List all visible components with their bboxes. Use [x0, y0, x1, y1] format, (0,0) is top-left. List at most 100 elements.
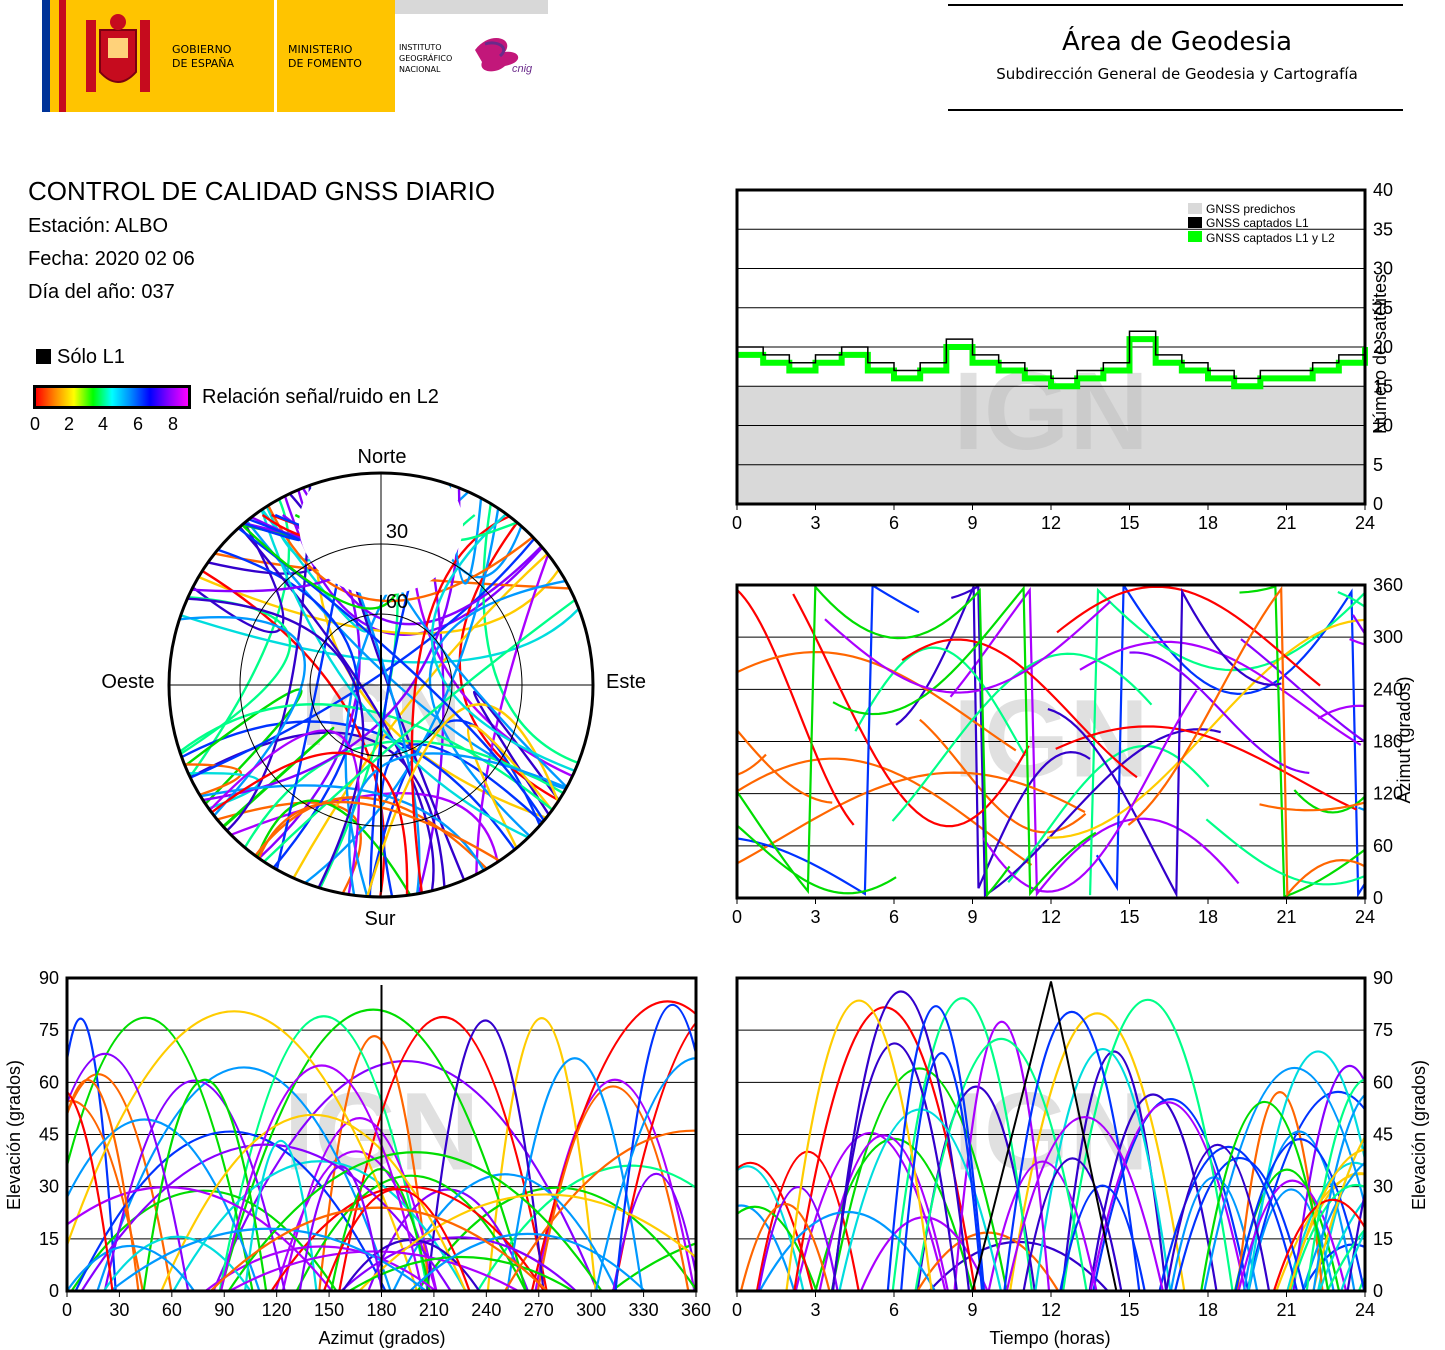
satellite-track [380, 743, 544, 897]
satellite-track [103, 1079, 286, 1291]
satellite-track [737, 823, 897, 895]
satellite-track [737, 1161, 814, 1291]
satellite-track [416, 1186, 696, 1291]
satellite-track [96, 1066, 392, 1291]
satellite-track [1047, 618, 1365, 839]
satellite-track [1272, 1198, 1365, 1291]
x-tick-label: 6 [889, 907, 899, 927]
satellite-track [358, 1193, 696, 1291]
x-tick-label: 15 [1119, 1300, 1139, 1320]
ring-label-60: 60 [386, 591, 408, 613]
snr-tick: 8 [168, 414, 179, 434]
station-name: Estación: ALBO [28, 215, 169, 237]
satellite-track [982, 689, 1198, 893]
elaz-track-group: IGN [67, 978, 696, 1291]
satellite-track [1236, 1091, 1324, 1291]
x-tick-label: 210 [419, 1300, 449, 1320]
satellite-track [737, 650, 1017, 752]
x-tick-label: 0 [732, 907, 742, 927]
y-tick-label: 5 [1373, 455, 1383, 475]
satellite-track [1158, 1146, 1298, 1291]
x-tick-label: 360 [681, 1300, 711, 1320]
satellite-track [292, 552, 549, 879]
x-tick-label: 21 [1276, 1300, 1296, 1320]
satellite-track [243, 739, 564, 849]
satellite-track [366, 703, 560, 897]
azt-ylabel: Azimut (grados) [1394, 676, 1414, 803]
satellite-track [1317, 1136, 1365, 1291]
x-tick-label: 12 [1041, 513, 1061, 533]
report-date: Fecha: 2020 02 06 [28, 248, 195, 270]
satellite-track [318, 1035, 431, 1291]
satellite-track [67, 1079, 140, 1291]
satellite-track [737, 588, 855, 826]
satellite-track [737, 753, 767, 776]
satellite-track [1007, 744, 1210, 883]
satellite-track [1312, 1093, 1365, 1291]
satellite-track [610, 1242, 696, 1291]
y-tick-label: 300 [1373, 627, 1403, 647]
y-tick-label: 75 [1373, 1020, 1393, 1040]
x-tick-label: 9 [967, 513, 977, 533]
satellite-track [1165, 1144, 1271, 1291]
satellite-track [737, 728, 833, 804]
satellite-track [785, 999, 933, 1291]
x-tick-label: 15 [1119, 907, 1139, 927]
satellite-track [210, 751, 409, 896]
y-tick-label: 360 [1373, 575, 1403, 595]
satellite-track [476, 1164, 696, 1291]
skyplot-chart: IGN Norte Sur Oeste Este 30 60 [101, 446, 646, 930]
y-tick-label: 40 [1373, 180, 1393, 200]
satellite-track [737, 757, 1033, 866]
satellite-track [340, 1236, 577, 1291]
satellite-track [219, 1008, 527, 1291]
series-predicted-area [737, 386, 1365, 504]
satellite-track [263, 598, 576, 863]
satellite-track [102, 1235, 252, 1291]
satellite-track [348, 1255, 574, 1291]
satellite-track [737, 585, 920, 896]
snr-tick: 6 [133, 414, 144, 434]
satellite-track [1242, 1130, 1356, 1291]
satellite-track [1340, 1228, 1365, 1291]
satellite-track [482, 503, 579, 765]
y-tick-label: 60 [39, 1072, 59, 1092]
report-title: CONTROL DE CALIDAD GNSS DIARIO [28, 176, 496, 206]
x-tick-label: 240 [471, 1300, 501, 1320]
satellite-track [67, 1010, 419, 1291]
satellite-track [1237, 1179, 1348, 1291]
satellite-track [67, 1244, 196, 1291]
elevation-azimuth-chart: IGN 0 30 60 90 120 150 180 210 240 270 300 330 360 0 15… [4, 968, 711, 1348]
y-tick-label: 10 [1373, 416, 1393, 436]
y-tick-label: 30 [1373, 1177, 1393, 1197]
y-tick-label: 25 [1373, 298, 1393, 318]
y-tick-label: 240 [1373, 679, 1403, 699]
y-tick-label: 60 [1373, 836, 1393, 856]
satellite-track [757, 1186, 839, 1291]
satellite-track [914, 1037, 1088, 1291]
satellite-track [1305, 1078, 1365, 1291]
satellite-track [217, 513, 301, 542]
satellite-track [504, 1129, 696, 1291]
satellite-track [202, 487, 461, 802]
x-tick-label: 0 [732, 1300, 742, 1320]
satellite-track [216, 801, 362, 895]
satellite-track [886, 1005, 986, 1291]
satellite-track [1005, 1116, 1164, 1291]
satellite-track [1047, 587, 1282, 898]
satellite-track [74, 1130, 387, 1291]
x-tick-label: 24 [1355, 513, 1375, 533]
satellite-track [612, 1173, 696, 1291]
page-header: GOBIERNO DE ESPAÑA MINISTERIO DE FOMENTO… [42, 0, 1403, 112]
satellite-track [1292, 1064, 1365, 1291]
satellite-track [67, 1090, 114, 1291]
satellite-track [1293, 789, 1365, 814]
label-north: Norte [358, 446, 407, 468]
snr-colorbar [33, 385, 191, 409]
satellite-track [1288, 1148, 1365, 1291]
satellite-track [428, 579, 566, 837]
y-tick-label: 90 [39, 968, 59, 988]
x-tick-label: 3 [810, 513, 820, 533]
satellite-track [737, 1204, 796, 1291]
